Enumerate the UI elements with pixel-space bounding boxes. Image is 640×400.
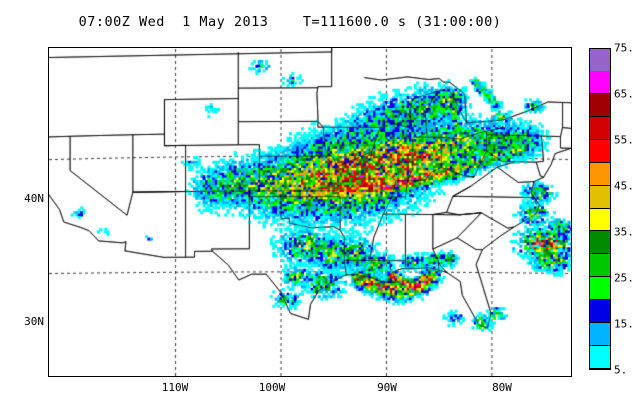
colorbar-segment-15 — [590, 300, 610, 324]
x-tick-label-80w: 80W — [492, 381, 512, 394]
colorbar-segment-60 — [590, 93, 610, 117]
colorbar-segment-40 — [590, 185, 610, 209]
colorbar-tick-45: 45. — [614, 179, 634, 193]
colorbar-tick-labels: 75. 65. 55. 45. 35. 25. 15. 5. — [612, 40, 640, 380]
y-axis: 40N 30N — [0, 47, 44, 377]
colorbar-tick-5: 5. — [614, 363, 628, 377]
colorbar-tick-25: 25. — [614, 271, 634, 285]
y-tick-label-30n: 30N — [24, 315, 44, 328]
colorbar-segment-65 — [590, 71, 610, 94]
colorbar-segment-10 — [590, 323, 610, 347]
reflectivity-raster — [49, 48, 571, 376]
colorbar-segment-45 — [590, 162, 610, 186]
colorbar — [589, 48, 611, 370]
colorbar-segment-5 — [590, 346, 610, 369]
colorbar-segment-70 — [590, 49, 610, 72]
x-tick-label-100w: 100W — [258, 381, 286, 394]
x-axis: 110W 100W 90W 80W — [48, 379, 572, 399]
colorbar-segment-50 — [590, 139, 610, 163]
colorbar-segment-25 — [590, 254, 610, 278]
colorbar-segment-35 — [590, 208, 610, 232]
colorbar-tick-65: 65. — [614, 87, 634, 101]
colorbar-tick-55: 55. — [614, 133, 634, 147]
y-tick-label-40n: 40N — [24, 192, 44, 205]
page-title: 07:00Z Wed 1 May 2013 T=111600.0 s (31:0… — [78, 14, 502, 30]
colorbar-tick-35: 35. — [614, 225, 634, 239]
colorbar-tick-75: 75. — [614, 41, 634, 55]
map-plot-area — [48, 47, 572, 377]
colorbar-segment-30 — [590, 231, 610, 255]
x-tick-label-90w: 90W — [377, 381, 397, 394]
colorbar-tick-15: 15. — [614, 317, 634, 331]
x-tick-label-110w: 110W — [161, 381, 189, 394]
colorbar-segment-20 — [590, 277, 610, 301]
colorbar-segment-55 — [590, 116, 610, 140]
